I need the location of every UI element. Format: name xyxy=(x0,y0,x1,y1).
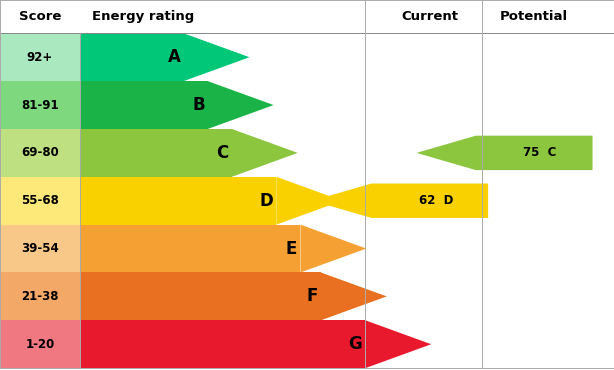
Bar xyxy=(0,81,80,129)
Text: 1-20: 1-20 xyxy=(25,338,55,351)
Text: 69-80: 69-80 xyxy=(21,147,59,159)
Text: Energy rating: Energy rating xyxy=(92,10,195,23)
Bar xyxy=(80,33,184,81)
Bar xyxy=(0,320,80,368)
Bar xyxy=(80,320,365,368)
Bar xyxy=(80,81,208,129)
Text: 21-38: 21-38 xyxy=(21,290,59,303)
Bar xyxy=(0,33,80,81)
Bar xyxy=(0,225,80,272)
Polygon shape xyxy=(232,129,298,177)
Bar xyxy=(80,225,300,272)
Text: 81-91: 81-91 xyxy=(21,98,59,111)
Text: 62  D: 62 D xyxy=(419,194,453,207)
Text: Score: Score xyxy=(18,10,61,23)
Text: 92+: 92+ xyxy=(27,51,53,64)
Polygon shape xyxy=(300,225,367,272)
Bar xyxy=(80,177,276,225)
Bar xyxy=(0,272,80,320)
Text: G: G xyxy=(349,335,362,353)
Text: E: E xyxy=(286,239,297,258)
Text: F: F xyxy=(306,287,318,305)
Polygon shape xyxy=(312,184,488,218)
Text: C: C xyxy=(217,144,229,162)
Polygon shape xyxy=(208,81,274,129)
Text: 75  C: 75 C xyxy=(523,147,557,159)
Text: A: A xyxy=(168,48,181,66)
Text: Current: Current xyxy=(402,10,458,23)
Bar xyxy=(0,177,80,225)
Polygon shape xyxy=(321,272,387,320)
Text: D: D xyxy=(260,192,273,210)
Polygon shape xyxy=(276,177,342,225)
Polygon shape xyxy=(365,320,431,368)
Polygon shape xyxy=(416,136,593,170)
Text: B: B xyxy=(192,96,204,114)
Bar xyxy=(0,129,80,177)
Polygon shape xyxy=(184,33,249,81)
Text: 39-54: 39-54 xyxy=(21,242,59,255)
Bar xyxy=(80,129,232,177)
Text: 55-68: 55-68 xyxy=(21,194,59,207)
Bar xyxy=(80,272,321,320)
Text: Potential: Potential xyxy=(500,10,568,23)
